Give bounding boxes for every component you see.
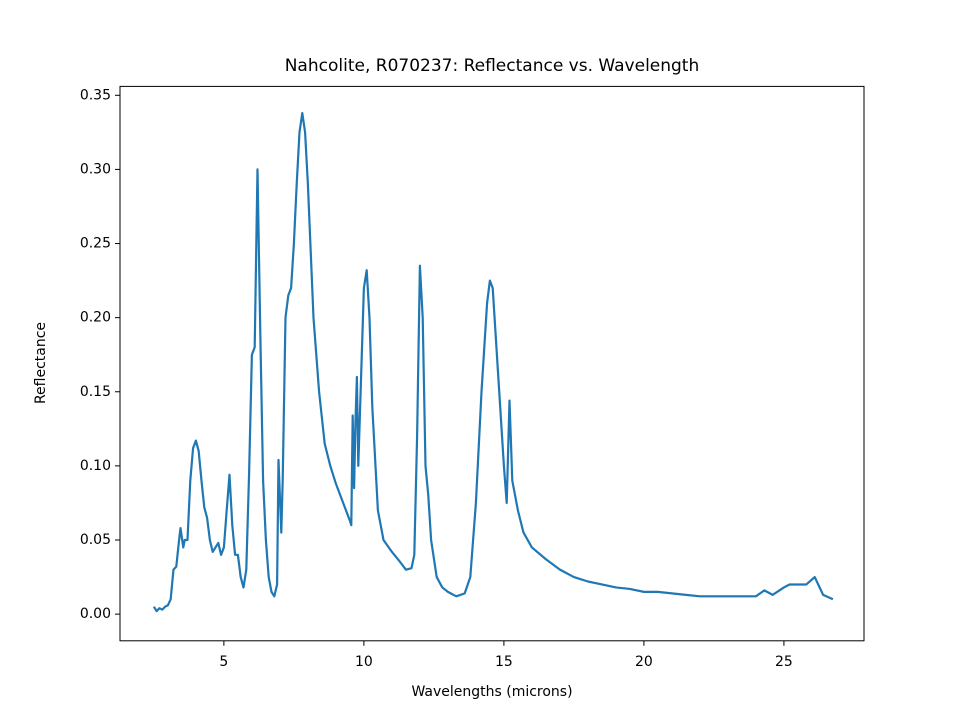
data-line — [152, 111, 834, 613]
x-tick-label: 10 — [355, 654, 373, 670]
y-axis-label: Reflectance — [33, 322, 49, 404]
y-tick-label: 0.10 — [80, 458, 111, 474]
y-tick-label: 0.00 — [80, 606, 111, 622]
x-tick-label: 25 — [775, 654, 793, 670]
y-tick-label: 0.30 — [80, 161, 111, 177]
y-tick-label: 0.35 — [80, 87, 111, 103]
y-tick-label: 0.15 — [80, 384, 111, 400]
y-tick-label: 0.25 — [80, 236, 111, 252]
x-tick-label: 5 — [219, 654, 228, 670]
y-tick-label: 0.20 — [80, 310, 111, 326]
chart-title: Nahcolite, R070237: Reflectance vs. Wave… — [285, 56, 700, 76]
plot-frame — [119, 85, 865, 642]
x-axis-label: Wavelengths (microns) — [411, 684, 572, 700]
x-tick-label: 15 — [495, 654, 513, 670]
x-tick-label: 20 — [635, 654, 653, 670]
y-tick-label: 0.05 — [80, 532, 111, 548]
